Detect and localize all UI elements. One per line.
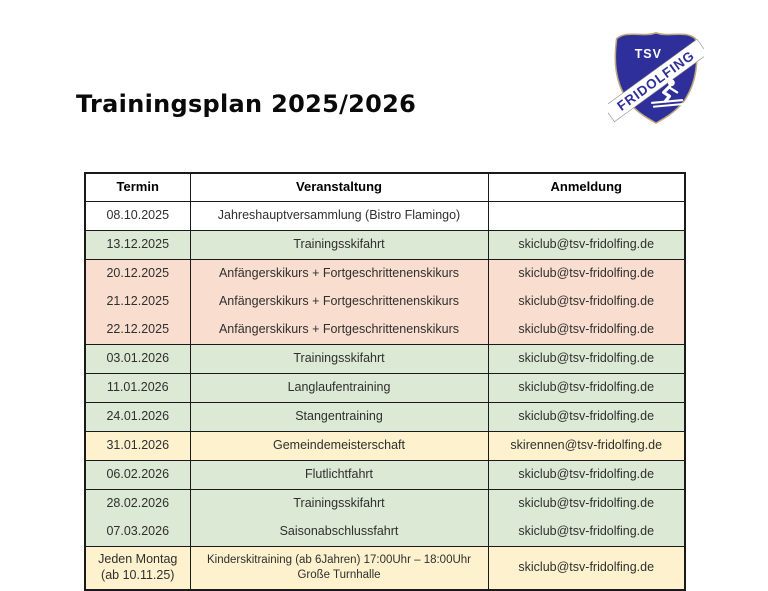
table-row: 03.01.2026 Trainingsskifahrt skiclub@tsv… (84, 344, 686, 374)
table-row: 20.12.2025 Anfängerskikurs + Fortgeschri… (84, 259, 686, 288)
veranstaltung-cell: Anfängerskikurs + Fortgeschrittenenskiku… (189, 316, 489, 345)
table-row: 21.12.2025 Anfängerskikurs + Fortgeschri… (84, 288, 686, 316)
header-anmeldung: Anmeldung (487, 172, 686, 202)
table-row: 22.12.2025 Anfängerskikurs + Fortgeschri… (84, 316, 686, 345)
table-row: 06.02.2026 Flutlichtfahrt skiclub@tsv-fr… (84, 460, 686, 490)
veranstaltung-cell: Jahreshauptversammlung (Bistro Flamingo) (189, 201, 489, 231)
anmeldung-cell: skiclub@tsv-fridolfing.de (487, 546, 686, 591)
logo-banner (603, 38, 709, 123)
veranstaltung-line: Große Turnhalle (297, 569, 381, 581)
veranstaltung-cell: Saisonabschlussfahrt (189, 518, 489, 547)
veranstaltung-cell: Kinderskitraining (ab 6Jahren) 17:00Uhr … (189, 546, 489, 591)
veranstaltung-cell: Gemeindemeisterschaft (189, 431, 489, 461)
table-row: 07.03.2026 Saisonabschlussfahrt skiclub@… (84, 518, 686, 547)
veranstaltung-cell: Trainingsskifahrt (189, 230, 489, 260)
termin-line: (ab 10.11.25) (101, 568, 175, 582)
termin-cell: 31.01.2026 (84, 431, 191, 461)
table-row: Jeden Montag (ab 10.11.25) Kinderskitrai… (84, 546, 686, 591)
anmeldung-cell: skiclub@tsv-fridolfing.de (487, 489, 686, 518)
termin-cell: 06.02.2026 (84, 460, 191, 490)
anmeldung-cell: skiclub@tsv-fridolfing.de (487, 402, 686, 432)
termin-cell: 22.12.2025 (84, 316, 191, 345)
termin-cell: Jeden Montag (ab 10.11.25) (84, 546, 191, 591)
anmeldung-cell: skiclub@tsv-fridolfing.de (487, 373, 686, 403)
anmeldung-cell (487, 201, 686, 231)
logo-club-short: TSV (635, 47, 662, 61)
veranstaltung-cell: Anfängerskikurs + Fortgeschrittenenskiku… (189, 259, 489, 288)
termin-cell: 07.03.2026 (84, 518, 191, 547)
veranstaltung-cell: Flutlichtfahrt (189, 460, 489, 490)
club-shield-icon: TSV FRIDOLFING (603, 32, 709, 124)
termin-cell: 24.01.2026 (84, 402, 191, 432)
termin-cell: 28.02.2026 (84, 489, 191, 518)
table-row: 13.12.2025 Trainingsskifahrt skiclub@tsv… (84, 230, 686, 260)
table-header-row: Termin Veranstaltung Anmeldung (84, 172, 686, 202)
table-row: 28.02.2026 Trainingsskifahrt skiclub@tsv… (84, 489, 686, 518)
anmeldung-cell: skirennen@tsv-fridolfing.de (487, 431, 686, 461)
page-title: Trainingsplan 2025/2026 (76, 90, 417, 118)
tsv-fridolfing-logo: TSV FRIDOLFING (603, 26, 709, 128)
table-row: 31.01.2026 Gemeindemeisterschaft skirenn… (84, 431, 686, 461)
table-row: 11.01.2026 Langlaufentraining skiclub@ts… (84, 373, 686, 403)
veranstaltung-cell: Trainingsskifahrt (189, 344, 489, 374)
veranstaltung-cell: Anfängerskikurs + Fortgeschrittenenskiku… (189, 288, 489, 316)
anmeldung-cell: skiclub@tsv-fridolfing.de (487, 259, 686, 288)
veranstaltung-line: Kinderskitraining (ab 6Jahren) 17:00Uhr … (206, 554, 471, 567)
table-row: 08.10.2025 Jahreshauptversammlung (Bistr… (84, 201, 686, 231)
veranstaltung-cell: Langlaufentraining (189, 373, 489, 403)
termin-cell: 08.10.2025 (84, 201, 191, 231)
skier-icon (651, 79, 685, 108)
termin-cell: 21.12.2025 (84, 288, 191, 316)
anmeldung-cell: skiclub@tsv-fridolfing.de (487, 518, 686, 547)
anmeldung-cell: skiclub@tsv-fridolfing.de (487, 230, 686, 260)
anmeldung-cell: skiclub@tsv-fridolfing.de (487, 460, 686, 490)
header-termin: Termin (84, 172, 191, 202)
header-veranstaltung: Veranstaltung (189, 172, 489, 202)
termin-line: Jeden Montag (98, 552, 178, 567)
anmeldung-cell: skiclub@tsv-fridolfing.de (487, 288, 686, 316)
table-row: 24.01.2026 Stangentraining skiclub@tsv-f… (84, 402, 686, 432)
anmeldung-cell: skiclub@tsv-fridolfing.de (487, 344, 686, 374)
termin-cell: 03.01.2026 (84, 344, 191, 374)
training-schedule-table: Termin Veranstaltung Anmeldung 08.10.202… (84, 172, 686, 591)
termin-cell: 11.01.2026 (84, 373, 191, 403)
veranstaltung-cell: Stangentraining (189, 402, 489, 432)
termin-cell: 20.12.2025 (84, 259, 191, 288)
veranstaltung-cell: Trainingsskifahrt (189, 489, 489, 518)
termin-cell: 13.12.2025 (84, 230, 191, 260)
anmeldung-cell: skiclub@tsv-fridolfing.de (487, 316, 686, 345)
